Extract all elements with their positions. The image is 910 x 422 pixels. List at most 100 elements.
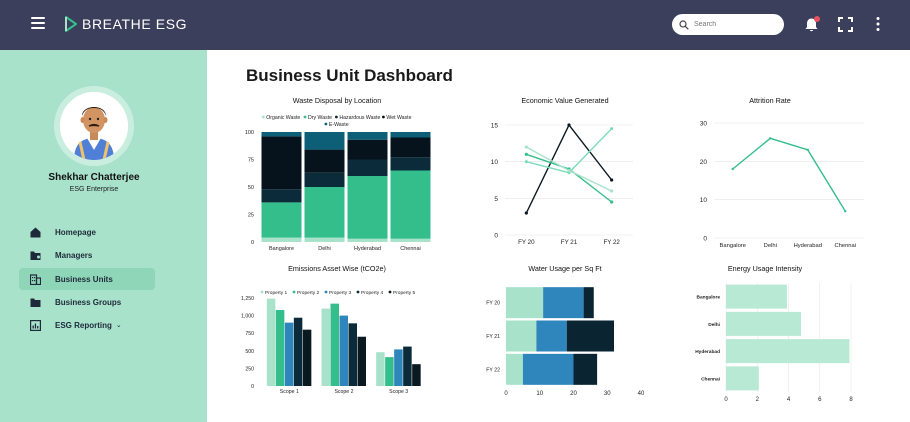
user-name: Shekhar Chatterjee <box>48 172 140 183</box>
avatar[interactable] <box>60 92 128 160</box>
legend-label: E-Waste <box>329 122 349 128</box>
bar-segment <box>304 187 345 238</box>
legend-label: Organic Waste <box>266 115 300 121</box>
energy-chart-svg: Energy Usage Intensity 0 2 4 6 8 Bangalore Delh… <box>695 264 853 402</box>
y-tick-label: 10 <box>700 197 708 204</box>
folder-user-icon <box>30 251 41 260</box>
nav-item-business-units[interactable]: Business Units <box>19 268 155 290</box>
y-tick-label: FY 20 <box>486 301 500 307</box>
bar-segment <box>261 136 302 190</box>
search-box[interactable] <box>672 14 784 35</box>
bar-segment <box>506 320 537 352</box>
bar-segment <box>304 149 345 173</box>
nav-item-managers[interactable]: Managers <box>19 244 155 266</box>
x-tick-label: 40 <box>638 391 645 397</box>
y-tick-label: 15 <box>491 123 499 130</box>
legend-swatch <box>292 290 296 294</box>
water-chart-svg: Water Usage per Sq Ft 0 10 20 30 40 FY 20 FY 21… <box>486 264 645 397</box>
y-tick-label: 0 <box>494 233 498 240</box>
x-tick-label: Bangalore <box>269 246 294 252</box>
hamburger-menu-icon[interactable] <box>31 17 45 31</box>
legend-label: Wet Waste <box>386 115 411 121</box>
bar-segment <box>726 284 787 309</box>
bar-segment <box>347 176 388 239</box>
legend-swatch <box>388 290 392 294</box>
legend-label: Property 3 <box>329 290 351 296</box>
search-input[interactable] <box>694 21 780 28</box>
more-options-icon[interactable] <box>875 16 881 32</box>
legend-swatch <box>303 115 307 119</box>
bar-segment <box>261 132 302 137</box>
series-line <box>732 137 846 212</box>
search-icon <box>679 19 689 30</box>
series-line <box>526 128 613 174</box>
emissions-chart-svg: Emissions Asset Wise (tCO2e) Property 1 Pr… <box>241 264 421 395</box>
y-tick-label: FY 22 <box>486 367 500 373</box>
water-chart: Water Usage per Sq Ft 0 10 20 30 40 FY 20 FY 21… <box>481 262 651 402</box>
bar <box>403 346 412 386</box>
data-point <box>769 137 772 140</box>
y-tick-label: Chennai <box>701 376 720 382</box>
bar-segment <box>304 237 345 242</box>
nav-item-homepage[interactable]: Homepage <box>19 221 155 243</box>
x-tick-label: Hyderabad <box>354 246 381 252</box>
data-point <box>844 209 847 213</box>
bar-segment <box>347 159 388 176</box>
nav-item-esg-reporting[interactable]: ESG Reporting ⌄ <box>19 314 155 336</box>
bar <box>412 364 421 386</box>
fullscreen-icon[interactable] <box>838 17 853 32</box>
y-tick-label: 0 <box>703 236 707 243</box>
bar <box>293 317 303 386</box>
logo-icon <box>65 16 77 32</box>
chart-title: Water Usage per Sq Ft <box>528 264 601 273</box>
data-point <box>524 152 528 156</box>
y-tick-label: 30 <box>700 121 708 128</box>
data-point <box>610 189 614 193</box>
y-tick-label: Delhi <box>708 322 720 328</box>
data-point <box>524 160 528 164</box>
bar-segment <box>390 170 431 239</box>
bar <box>330 303 339 386</box>
data-point <box>731 167 734 171</box>
legend-label: Property 2 <box>297 290 319 296</box>
bar-segment <box>536 320 567 352</box>
bar <box>284 322 294 386</box>
x-tick-label: 30 <box>604 391 611 397</box>
data-point <box>524 145 528 149</box>
x-tick-label: 8 <box>849 397 853 402</box>
y-tick-label: 1,000 <box>241 314 254 320</box>
nav-label: Business Groups <box>55 297 122 307</box>
legend-label: Property 1 <box>265 290 287 296</box>
x-tick-label: Scope 2 <box>334 389 353 395</box>
data-point <box>567 168 571 173</box>
y-tick-label: 100 <box>245 130 254 136</box>
app-name: BREATHE ESG <box>82 16 188 32</box>
x-tick-label: 6 <box>818 397 822 402</box>
attrition-chart: Attrition Rate 0 10 20 30 Bangalore Delhi Hyder… <box>690 92 870 258</box>
legend-swatch <box>356 290 360 294</box>
nav-item-business-groups[interactable]: Business Groups <box>19 291 155 313</box>
bar-segment <box>506 287 544 319</box>
report-icon <box>30 319 41 331</box>
x-tick-label: Scope 1 <box>280 389 299 395</box>
y-tick-label: 1,250 <box>241 296 254 302</box>
data-point <box>610 200 614 204</box>
app-logo[interactable]: BREATHE ESG <box>64 15 187 33</box>
x-tick-label: 0 <box>724 397 728 402</box>
bar-segment <box>390 238 431 242</box>
legend-swatch <box>335 115 338 119</box>
avatar-illustration <box>60 92 128 160</box>
bar-segment <box>347 132 388 140</box>
home-icon <box>30 227 41 237</box>
bar-segment <box>390 137 431 158</box>
x-tick-label: FY 21 <box>561 239 578 246</box>
chart-title: Energy Usage Intensity <box>728 264 803 273</box>
legend-swatch <box>324 122 328 126</box>
avatar-ring <box>54 86 134 166</box>
bar-segment <box>261 189 302 203</box>
bar-segment <box>261 202 302 238</box>
x-tick-label: FY 22 <box>603 239 620 246</box>
bar-segment <box>347 238 388 242</box>
x-tick-label: Chennai <box>400 246 421 252</box>
bar-segment <box>390 157 431 171</box>
